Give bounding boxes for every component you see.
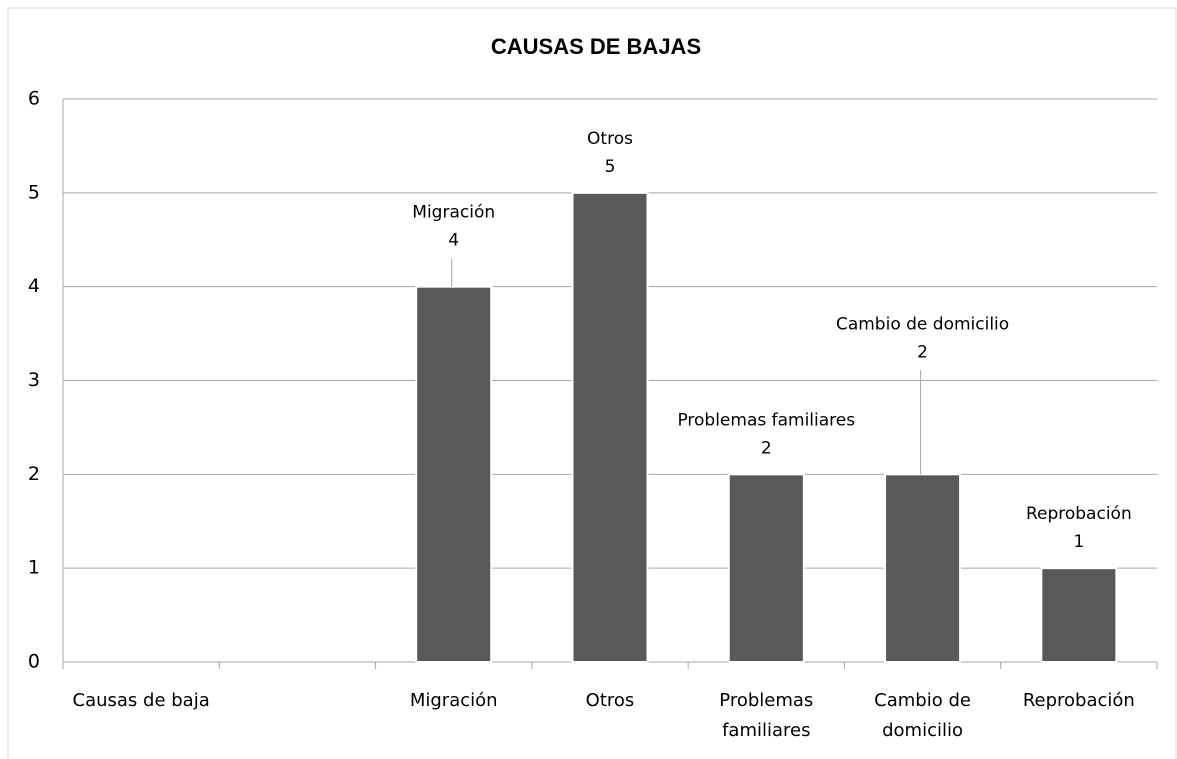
y-tick-label: 2 [28,463,40,485]
data-label-name: Problemas familiares [677,410,855,430]
y-tick-label: 1 [28,557,40,579]
bar [1040,567,1118,664]
data-label: 2 [917,342,928,362]
data-label-name: Cambio de domicilio [836,314,1009,334]
data-label-name: Otros [587,129,633,149]
bar [415,285,493,663]
bar [727,473,805,664]
y-tick-label: 3 [28,369,40,391]
y-tick-label: 5 [28,181,40,203]
data-label: 1 [1073,532,1084,552]
y-tick-label: 0 [28,651,40,673]
data-label: 4 [448,231,459,251]
y-tick-label: 4 [28,275,40,297]
x-tick-label: Migración [409,690,498,711]
y-tick-label: 6 [28,88,40,110]
x-tick-label: Cambio de domicilio [874,690,971,741]
x-tick-label: Otros [585,690,635,711]
x-tick-label: Causas de baja [72,690,210,711]
data-label-name: Migración [412,203,495,223]
x-tick-label: Reprobación [1022,690,1135,711]
data-label: 2 [761,438,772,458]
data-label: 5 [605,157,616,177]
bar [571,191,649,663]
data-label-name: Reprobación [1026,504,1132,524]
chart-frame [7,7,1177,759]
bar [884,473,962,664]
x-tick-label: Problemas familiares [719,690,814,741]
chart-title: CAUSAS DE BAJAS [491,34,701,59]
